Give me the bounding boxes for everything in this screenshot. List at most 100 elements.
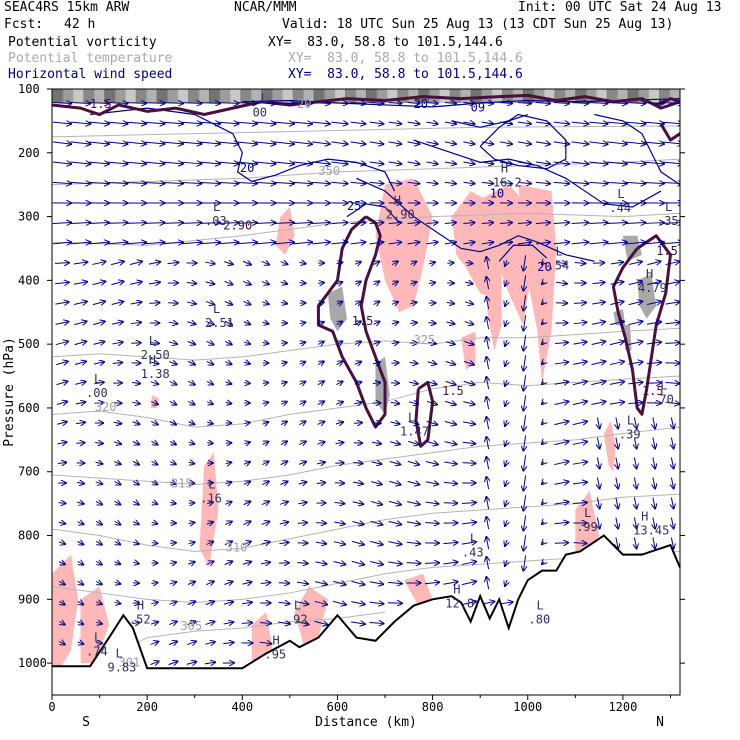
wind-vector-442 (333, 561, 346, 564)
wind-vector-168 (162, 142, 183, 144)
wind-vector-329 (261, 481, 269, 484)
stratosphere-shade-33 (397, 89, 409, 104)
wind-vector-152 (150, 402, 158, 405)
wind-vector-630 (481, 182, 493, 183)
wind-vector-24 (58, 581, 65, 584)
wind-vector-522 (388, 562, 401, 564)
wind-vector-780 (592, 263, 604, 264)
wind-vector-618 (462, 463, 475, 464)
pv-shade-gray-0 (327, 286, 347, 332)
wind-vector-217 (188, 542, 194, 544)
wind-vector-34 (70, 223, 91, 224)
wind-vector-295 (243, 362, 250, 363)
wind-vector-157 (152, 502, 158, 504)
wind-vector-259 (218, 223, 239, 224)
wind-vector-579 (444, 182, 456, 183)
wind-vector-189 (169, 562, 176, 563)
wind-vector-768 (572, 482, 587, 484)
wind-vector-238 (206, 382, 213, 385)
wind-vector-206 (187, 322, 195, 325)
wind-vector-620 (462, 503, 476, 504)
wind-vector-283 (236, 122, 257, 124)
wind-vector-274 (224, 521, 232, 524)
init-time: Init: 00 UTC Sat 24 Aug 13 (518, 0, 722, 15)
wind-contour-5 (594, 113, 680, 186)
stratosphere-shade-0 (52, 89, 64, 104)
wind-vector-431 (336, 341, 343, 344)
wind-vector-591 (444, 421, 456, 424)
wind-vector-816 (616, 537, 618, 549)
wind-vector-527 (407, 142, 420, 144)
y-tick-label-8: 900 (18, 592, 40, 606)
wind-vector-337 (259, 642, 272, 644)
wind-vector-290 (242, 261, 251, 264)
wind-vector-643 (486, 437, 488, 450)
wind-vector-725 (542, 562, 544, 564)
field-xy-theta: XY= 83.0, 58.8 to 101.5,144.6 (288, 51, 523, 66)
wind-vector-380 (299, 401, 306, 404)
extremum-value-8: .16 (200, 491, 222, 505)
stratosphere-shade-22 (282, 89, 294, 104)
wind-vector-485 (372, 362, 380, 364)
wind-vector-85 (107, 122, 128, 124)
wind-vector-785 (591, 361, 606, 364)
wind-vector-44 (75, 422, 85, 423)
wind-vector-230 (199, 223, 220, 224)
wind-vector-265 (225, 341, 231, 344)
pv-shade-pink-5 (487, 248, 502, 351)
wind-vector-379 (299, 382, 306, 385)
wind-vector-327 (262, 442, 269, 445)
wind-vector-633 (481, 242, 493, 244)
wind-vector-748 (554, 543, 568, 544)
wind-vector-687 (523, 275, 525, 290)
wind-vector-363 (278, 602, 289, 603)
wind-vector-372 (292, 242, 312, 244)
wind-vector-365 (292, 103, 312, 104)
wind-vector-706 (535, 182, 550, 183)
wind-vector-540 (408, 402, 418, 404)
wind-vector-393 (312, 122, 330, 124)
wind-vector-278 (223, 602, 233, 605)
wind-vector-494 (370, 541, 382, 544)
wind-vector-848 (647, 261, 660, 264)
wind-vector-664 (505, 339, 507, 346)
wind-vector-84 (107, 103, 128, 104)
wind-vector-291 (243, 281, 250, 284)
wind-vector-414 (315, 542, 326, 544)
wind-vector-671 (505, 479, 507, 486)
wind-vector-151 (150, 382, 159, 384)
stratosphere-shade-11 (167, 89, 179, 104)
wind-vector-49 (77, 522, 83, 525)
extremum-value-17: .74 (86, 645, 108, 659)
wind-vector-865 (662, 142, 680, 144)
stratosphere-shade-24 (303, 89, 315, 104)
wind-vector-539 (409, 382, 418, 384)
stratosphere-shade-56 (638, 89, 650, 104)
extremum-value-13: 13.45 (633, 523, 669, 537)
wind-vector-25 (59, 601, 65, 604)
wind-vector-516 (389, 442, 400, 445)
wind-vector-473 (369, 122, 384, 124)
wind-vector-663 (505, 319, 507, 326)
extremum-marker-20: H (272, 634, 279, 648)
wind-vector-458 (354, 362, 361, 365)
stratosphere-shade-25 (313, 89, 326, 104)
wind-vector-548 (406, 563, 421, 564)
wind-vector-124 (131, 382, 140, 383)
x-tick-label-3: 600 (327, 700, 349, 714)
wind-vector-257 (218, 182, 239, 183)
wind-vector-490 (371, 462, 382, 464)
wind-vector-667 (505, 399, 507, 406)
wind-vector-395 (312, 162, 330, 164)
extremum-value-14: 4.79 (638, 281, 667, 295)
wind-vector-103 (114, 481, 120, 484)
wind-vector-39 (74, 321, 86, 324)
wind-vector-837 (634, 497, 636, 509)
wind-vector-82 (95, 622, 102, 624)
wind-vector-389 (296, 582, 308, 584)
wind-vector-172 (162, 223, 183, 224)
wind-vector-149 (150, 343, 159, 344)
stratosphere-shade-16 (219, 89, 231, 104)
wind-vector-256 (218, 162, 239, 164)
wind-vector-154 (151, 441, 157, 444)
